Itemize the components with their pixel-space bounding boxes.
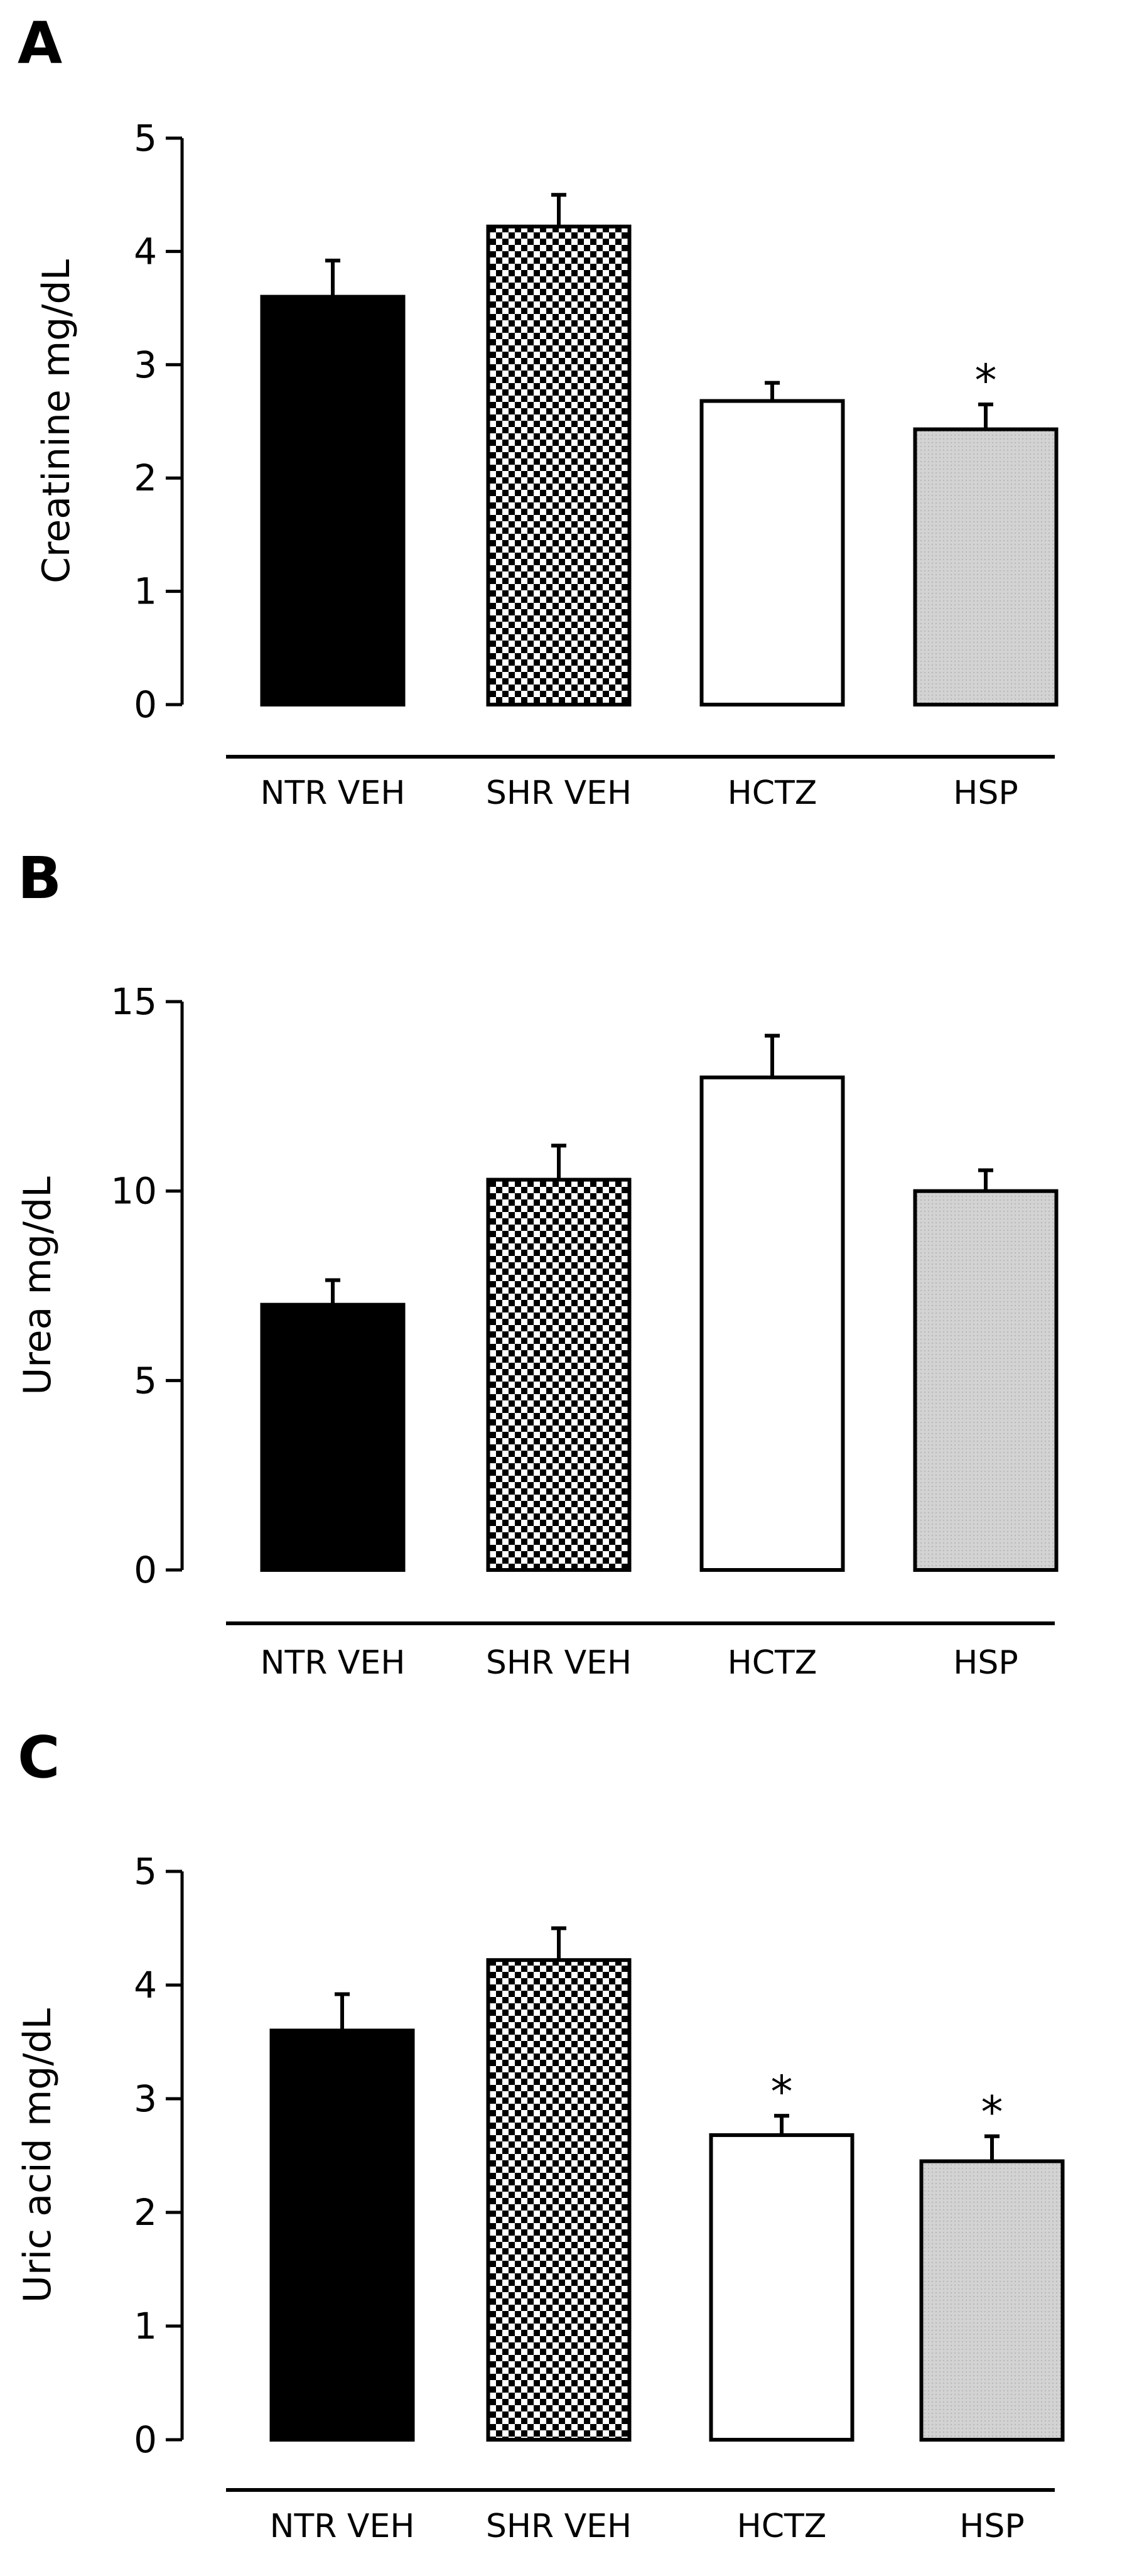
significance-marker: * (771, 2066, 793, 2118)
bar-shr-veh (486, 1958, 632, 2442)
bar-ntr-veh (260, 295, 406, 706)
bar-shr-veh (486, 224, 632, 707)
y-tick-label: 3 (134, 2077, 157, 2120)
x-tick-label: HSP (959, 2508, 1024, 2545)
y-axis-title: Creatinine mg/dL (35, 259, 78, 583)
bar-ntr-veh (269, 2028, 415, 2442)
bar-hctz (699, 399, 845, 706)
chart-panel-c: C 0 1 2 3 4 5 Uric acid mg/dL * * NTR VEH SHR VEH HC… (16, 1724, 1065, 2545)
x-tick-label: NTR VEH (261, 1644, 406, 1682)
chart-panel-a: A 0 1 2 3 4 5 Creatinine mg/dL * NTR VEH SHR VEH HC… (18, 9, 1059, 812)
panel-letter: B (18, 845, 62, 912)
x-tick-label: NTR VEH (261, 774, 406, 812)
y-tick-label: 1 (134, 2305, 157, 2347)
y-axis-title: Urea mg/dL (16, 1176, 60, 1395)
x-tick-label: SHR VEH (486, 2508, 632, 2545)
bar-hctz (709, 2133, 854, 2442)
x-tick-label: NTR VEH (270, 2508, 415, 2545)
y-tick-label: 0 (134, 1549, 157, 1591)
x-tick-label: SHR VEH (486, 774, 632, 812)
y-tick-label: 2 (134, 457, 157, 499)
y-tick-label: 4 (134, 230, 157, 273)
x-tick-label: SHR VEH (486, 1644, 632, 1682)
bar-hsp (913, 427, 1059, 706)
y-tick-label: 2 (134, 2191, 157, 2234)
y-axis-title: Uric acid mg/dL (16, 2008, 60, 2303)
y-tick-label: 5 (134, 1850, 157, 1893)
x-tick-label: HCTZ (737, 2508, 827, 2545)
bar-shr-veh (486, 1177, 632, 1572)
x-tick-label: HCTZ (728, 1644, 817, 1682)
y-tick-label: 3 (134, 344, 157, 386)
significance-marker: * (981, 2087, 1003, 2138)
x-tick-label: HSP (953, 1644, 1018, 1682)
y-tick-label: 5 (134, 1359, 157, 1402)
bar-hsp (913, 1189, 1059, 1572)
y-tick-label: 15 (111, 980, 157, 1023)
y-tick-label: 0 (134, 2418, 157, 2461)
panel-letter: A (18, 9, 62, 77)
bar-ntr-veh (260, 1302, 406, 1572)
y-tick-label: 5 (134, 117, 157, 160)
y-tick-label: 4 (134, 1964, 157, 2006)
x-tick-label: HSP (953, 774, 1018, 812)
panel-letter: C (18, 1724, 60, 1791)
bar-hctz (699, 1075, 845, 1572)
chart-panel-b: B 0 5 10 15 Urea mg/dL NTR VEH SHR VEH HCTZ HSP (16, 845, 1059, 1682)
y-tick-label: 0 (134, 683, 157, 726)
significance-marker: * (975, 355, 997, 406)
y-tick-label: 1 (134, 570, 157, 613)
y-tick-label: 10 (111, 1170, 157, 1213)
x-tick-label: HCTZ (728, 774, 817, 812)
bar-hsp (919, 2159, 1065, 2442)
